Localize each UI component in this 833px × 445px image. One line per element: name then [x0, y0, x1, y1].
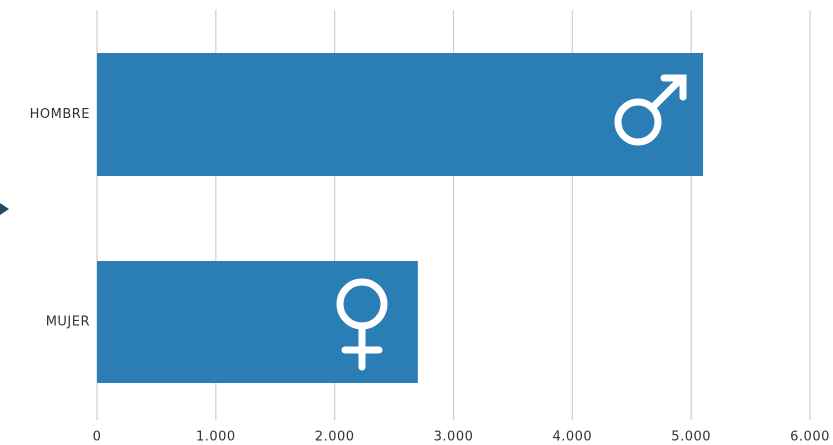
bar [97, 53, 704, 176]
x-tick-label: 1.000 [196, 430, 236, 445]
gender-icons [336, 74, 687, 371]
pointer-arrow [0, 203, 9, 215]
x-tick-label: 6.000 [790, 430, 830, 445]
x-tick-label: 3.000 [434, 430, 474, 445]
y-tick-label: HOMBRE [30, 107, 90, 122]
x-tick-label: 5.000 [671, 430, 711, 445]
male-icon [614, 98, 662, 146]
male-icon [648, 74, 686, 112]
x-tick-label: 4.000 [552, 430, 592, 445]
bars [97, 53, 704, 383]
male-icon [660, 74, 687, 101]
y-tick-label: MUJER [46, 315, 90, 330]
x-tick-label: 2.000 [315, 430, 355, 445]
x-tick-label: 0 [93, 430, 102, 445]
